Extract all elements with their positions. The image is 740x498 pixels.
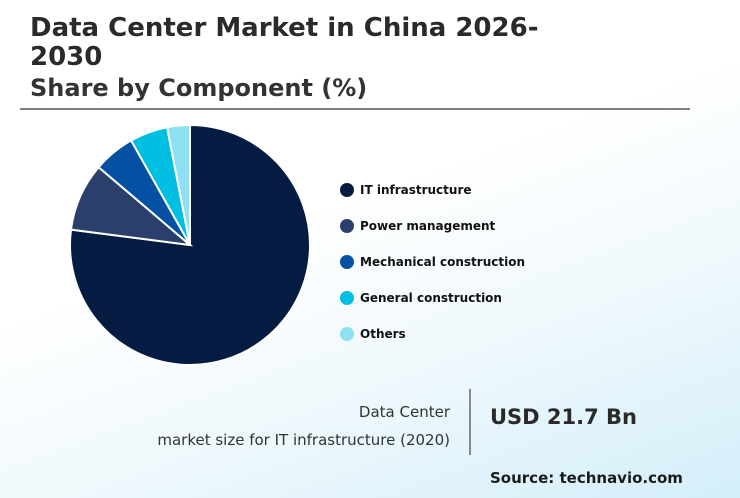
legend-item: General construction [340,280,525,316]
legend-swatch [340,255,354,269]
header-divider [20,108,690,110]
market-size-label-line1: Data Center [358,403,450,421]
legend-swatch [340,219,354,233]
legend-label: IT infrastructure [360,183,472,197]
chart-legend: IT infrastructure Power management Mechani… [340,172,525,352]
market-size-label-line2: market size for IT infrastructure (2020) [157,431,450,449]
chart-subtitle: Share by Component (%) [30,74,368,102]
legend-label: Others [360,327,406,341]
legend-item: Others [340,316,525,352]
stat-divider [469,389,471,455]
legend-swatch [340,291,354,305]
legend-swatch [340,327,354,341]
market-size-value: USD 21.7 Bn [490,405,637,429]
legend-item: Mechanical construction [340,244,525,280]
legend-label: Mechanical construction [360,255,525,269]
legend-swatch [340,183,354,197]
pie-slice-others [165,123,191,246]
legend-item: IT infrastructure [340,172,525,208]
legend-item: Power management [340,208,525,244]
source-credit: Source: technavio.com [490,469,683,487]
legend-label: General construction [360,291,502,305]
chart-title: Data Center Market in China 2026-2030 [30,13,539,72]
legend-label: Power management [360,219,496,233]
market-size-label: Data Center market size for IT infrastru… [157,398,450,454]
